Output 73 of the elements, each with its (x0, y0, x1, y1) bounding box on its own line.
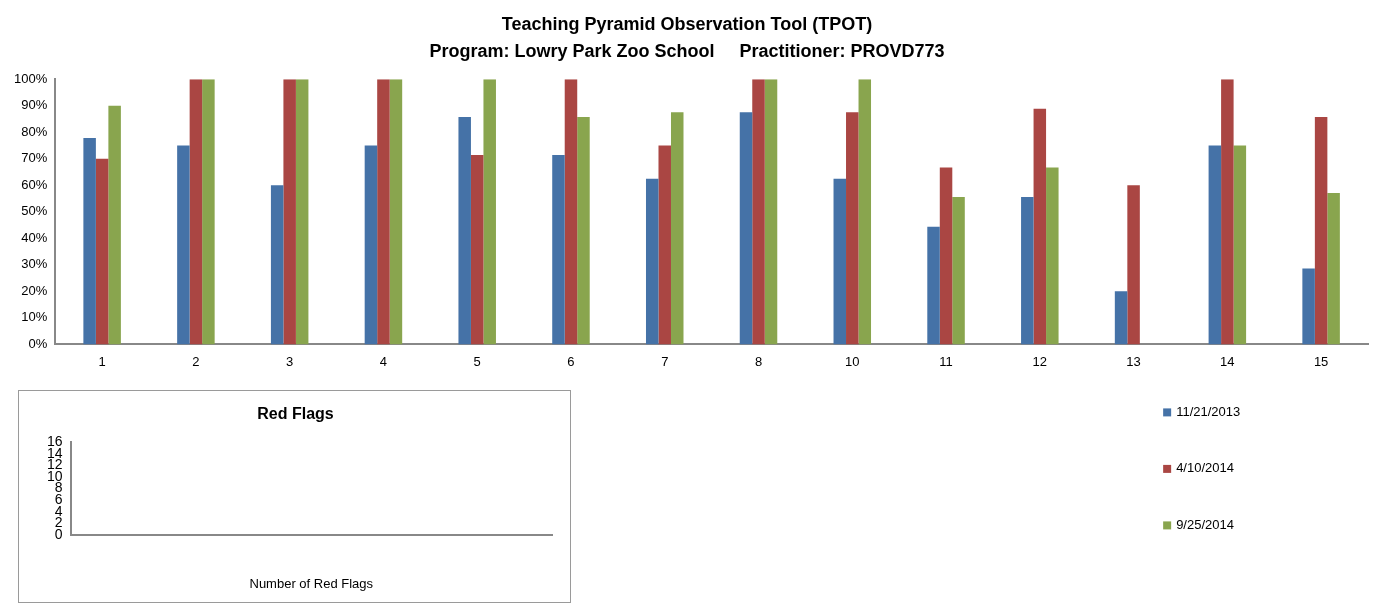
bar (1127, 185, 1140, 345)
bar (83, 138, 96, 345)
y-tick-label: 70% (21, 150, 48, 166)
bar (1208, 145, 1222, 345)
legend-label: 4/10/2014 (1176, 460, 1234, 476)
bar (177, 145, 190, 345)
bar (270, 185, 284, 345)
bar (939, 167, 953, 345)
x-tick-label: 11 (939, 353, 953, 369)
bar (1021, 196, 1034, 345)
bar (1327, 192, 1340, 345)
bar (846, 112, 859, 345)
bar (564, 79, 578, 345)
x-tick-label: 4 (379, 353, 388, 369)
bar (95, 158, 109, 345)
y-tick-label: 90% (21, 97, 48, 113)
x-tick-label: 2 (192, 353, 200, 369)
bar (739, 112, 753, 345)
bar (670, 112, 684, 345)
bar (1033, 108, 1047, 345)
bar (108, 105, 121, 345)
x-tick-label: 8 (754, 353, 763, 369)
bar (1221, 79, 1234, 345)
chart-title: Red Flags (257, 405, 334, 423)
x-tick-label: 1 (98, 353, 106, 369)
x-tick-label: 6 (567, 353, 575, 369)
legend-label: 9/25/2014 (1176, 516, 1234, 532)
y-tick-label: 30% (21, 256, 48, 272)
bar (470, 155, 484, 345)
bar (952, 196, 965, 345)
bar (764, 79, 778, 345)
bar (927, 226, 940, 345)
bar (283, 79, 296, 345)
bar (458, 117, 471, 345)
bar (1046, 167, 1059, 345)
y-tick-label: 100% (14, 70, 48, 86)
legend-label: 11/21/2013 (1176, 403, 1241, 419)
y-tick-label: 0% (28, 335, 48, 351)
bar (202, 79, 215, 345)
x-tick-label: 13 (1126, 353, 1141, 369)
x-axis-title: Number of Red Flags (249, 575, 374, 591)
bar (483, 79, 496, 345)
x-tick-label: 14 (1220, 353, 1235, 369)
bar (833, 178, 847, 345)
x-tick-label: 15 (1313, 353, 1329, 369)
bar (1314, 117, 1328, 345)
y-tick-label: 60% (21, 176, 48, 192)
bar (295, 79, 309, 345)
bar (1302, 268, 1315, 345)
bar (658, 145, 671, 345)
bar (858, 79, 872, 345)
x-tick-label: 10 (845, 353, 860, 369)
bar (377, 79, 390, 345)
x-tick-label: 12 (1032, 353, 1048, 369)
y-tick-label: 80% (21, 123, 48, 139)
bar (389, 79, 403, 345)
bar (364, 145, 378, 345)
bar (552, 155, 565, 345)
y-tick-label: 20% (21, 282, 48, 298)
y-tick-label: 10% (21, 309, 48, 325)
x-tick-label: 5 (473, 353, 481, 369)
bar (645, 178, 659, 345)
bar (752, 79, 765, 345)
y-tick-label: 50% (21, 203, 48, 219)
bar (577, 117, 590, 345)
y-tick-label: 40% (21, 229, 48, 245)
bar (1233, 145, 1247, 345)
bar (1114, 291, 1128, 345)
bar (189, 79, 203, 345)
x-tick-label: 3 (286, 353, 294, 369)
chart-title: Teaching Pyramid Observation Tool (TPOT) (501, 13, 873, 34)
x-tick-label: 7 (661, 353, 669, 369)
chart-subtitle: Program: Lowry Park Zoo School Practitioner: PROVD773 (429, 41, 945, 62)
